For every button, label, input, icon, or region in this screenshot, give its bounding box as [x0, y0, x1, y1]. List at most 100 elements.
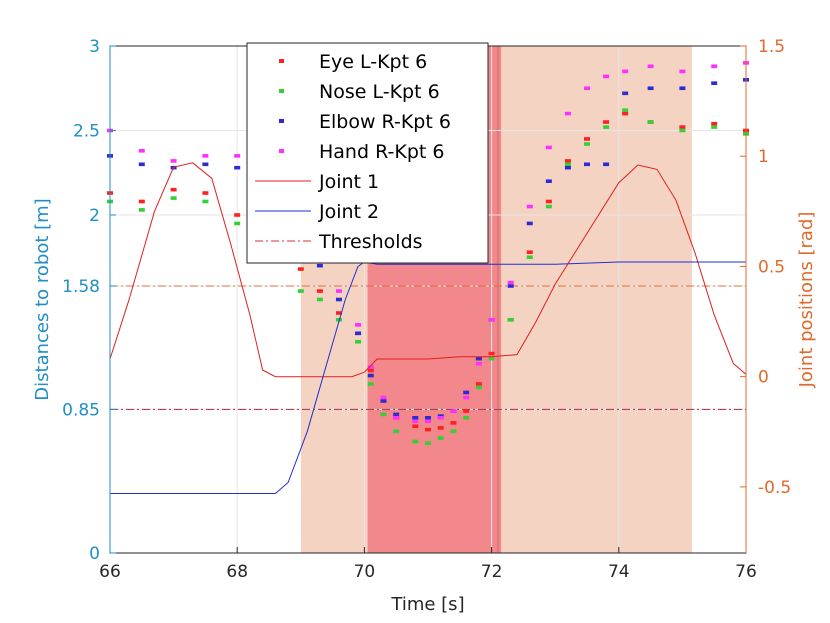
data-point: [316, 263, 323, 268]
left-tick-label: 1.58: [62, 277, 100, 297]
data-point: [711, 81, 718, 85]
data-point: [526, 204, 533, 209]
data-point: [202, 154, 209, 158]
data-point: [679, 86, 686, 91]
data-point: [622, 111, 629, 116]
x-tick-label: 68: [226, 562, 248, 582]
data-point: [679, 69, 686, 74]
data-point: [170, 159, 177, 163]
data-point: [412, 424, 419, 429]
data-point: [507, 280, 514, 285]
data-point: [679, 128, 686, 133]
data-point: [355, 339, 362, 344]
data-point: [488, 356, 495, 361]
data-point: [170, 196, 177, 200]
data-point: [584, 162, 590, 167]
data-point: [367, 373, 374, 378]
data-point: [170, 187, 177, 192]
data-point: [138, 148, 145, 153]
legend-item: Thresholds: [255, 231, 423, 253]
data-point: [202, 191, 209, 195]
data-point: [355, 331, 362, 336]
legend-marker: [279, 89, 284, 93]
data-point: [463, 416, 470, 420]
data-point: [584, 142, 590, 146]
legend-label: Hand R-Kpt 6: [319, 141, 444, 163]
data-point: [437, 416, 444, 420]
threshold-lines: [110, 285, 746, 410]
legend-marker: [279, 149, 284, 153]
left-tick-label: 2: [89, 206, 100, 226]
data-point: [450, 421, 457, 425]
data-point: [463, 395, 470, 400]
data-point: [584, 86, 590, 91]
data-point: [425, 441, 431, 445]
x-tick-label: 72: [481, 562, 503, 582]
x-axis-title: Time [s]: [390, 594, 464, 615]
data-point: [711, 125, 718, 129]
data-point: [367, 368, 374, 373]
data-point: [545, 145, 552, 150]
legend-marker: [279, 119, 284, 123]
legend-item: Joint 1: [255, 171, 379, 193]
data-point: [564, 165, 571, 170]
data-point: [603, 162, 610, 167]
data-point: [603, 125, 610, 129]
right-tick-label: 0: [758, 368, 769, 388]
legend-item: Eye L-Kpt 6: [279, 51, 427, 73]
right-tick-label: 1: [758, 147, 769, 167]
data-point: [355, 323, 362, 327]
data-point: [488, 351, 495, 356]
data-point: [507, 284, 514, 288]
data-point: [564, 162, 571, 167]
data-point: [475, 361, 482, 366]
data-point: [380, 412, 387, 417]
left-tick-label: 0.85: [62, 400, 100, 420]
data-point: [603, 74, 610, 79]
data-point: [393, 412, 400, 417]
data-point: [450, 429, 457, 434]
data-point: [234, 221, 241, 226]
data-point: [393, 416, 400, 420]
data-point: [526, 255, 533, 260]
data-point: [202, 199, 209, 204]
axis-ticks: 66 68 70 72 74 76 0 0.85 1.58 2 2.5 3 -0.5 0 0.5 1 1.5: [62, 37, 791, 582]
left-tick-label: 2.5: [73, 122, 100, 142]
data-point: [622, 69, 629, 74]
legend-label: Nose L-Kpt 6: [319, 81, 440, 103]
data-point: [234, 165, 241, 170]
legend-label: Elbow R-Kpt 6: [319, 111, 451, 133]
data-point: [425, 419, 431, 423]
data-point: [437, 436, 444, 440]
data-point: [488, 317, 495, 322]
data-point: [367, 382, 374, 386]
data-point: [711, 64, 718, 69]
series-line-joint-1: [109, 162, 747, 378]
data-point: [335, 297, 342, 302]
left-tick-label: 0: [89, 544, 100, 564]
data-point: [463, 390, 470, 395]
data-point: [450, 409, 457, 413]
data-point: [138, 199, 145, 204]
legend: Eye L-Kpt 6 Nose L-Kpt 6 Elbow R-Kpt 6 Hand…: [246, 42, 489, 264]
data-point: [545, 204, 552, 209]
data-point: [316, 289, 323, 293]
data-point: [507, 317, 514, 322]
data-point: [367, 365, 374, 369]
data-point: [584, 137, 590, 141]
data-point: [679, 125, 686, 129]
legend-label: Joint 1: [318, 171, 379, 193]
legend-item: Hand R-Kpt 6: [279, 141, 444, 163]
joint-lines: [109, 162, 747, 494]
data-point: [711, 121, 718, 126]
data-point: [380, 399, 387, 403]
data-point: [564, 111, 571, 116]
legend-item: Elbow R-Kpt 6: [279, 111, 451, 133]
data-point: [234, 213, 241, 217]
data-point: [475, 356, 482, 361]
data-point: [335, 289, 342, 293]
data-point: [545, 199, 552, 204]
data-point: [647, 86, 654, 91]
legend-marker: [279, 59, 284, 63]
